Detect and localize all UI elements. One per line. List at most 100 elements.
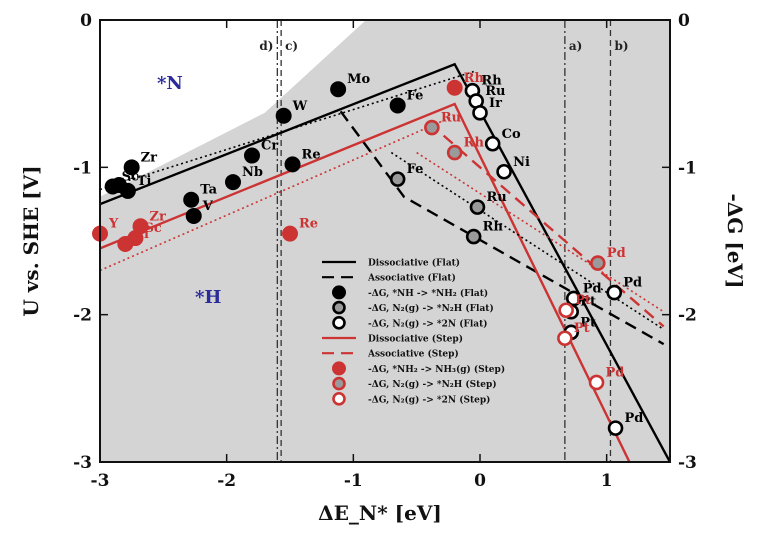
data-point	[225, 174, 241, 191]
point-label: Zr	[141, 150, 157, 165]
point-label: V	[202, 199, 214, 214]
legend-entry-label: Dissociative (Flat)	[368, 258, 460, 269]
x-tick-label: -3	[91, 471, 110, 491]
plot-background-white-wedge	[100, 20, 366, 197]
y-axis-title-left: U vs. SHE [V]	[19, 165, 43, 316]
data-point	[469, 199, 486, 215]
point-label: Pt	[580, 295, 596, 310]
data-point	[589, 255, 606, 271]
point-label: Ta	[200, 183, 217, 198]
point-label: Fe	[407, 162, 424, 177]
x-tick-label: -2	[217, 471, 236, 491]
vertical-line-label: b)	[614, 39, 628, 53]
point-label: Rh	[464, 136, 485, 151]
point-label: Ru	[486, 190, 506, 205]
vertical-line-label: c)	[285, 39, 298, 53]
plot-frame	[99, 19, 671, 463]
y-tick-label-right: -1	[678, 158, 697, 178]
data-point	[484, 135, 501, 152]
data-points-layer	[92, 79, 624, 436]
data-point	[185, 207, 202, 224]
point-label: Ni	[513, 155, 530, 170]
point-label: Pd	[623, 276, 642, 291]
x-tick-label: 1	[601, 471, 613, 491]
point-label: Cr	[261, 139, 278, 154]
data-point	[330, 81, 347, 98]
y-axis-title-right: -ΔG [eV]	[723, 193, 747, 288]
axes-layer: -3 -2 -1 0 1 0 -1 -2 -3 0 -1 -2 -3 ΔE_N* [eV] U vs. SH…	[19, 11, 747, 525]
legend-entry-label: Associative (Flat)	[367, 273, 456, 284]
x-axis-title: ΔE_N* [eV]	[318, 501, 442, 525]
point-label: Nb	[242, 165, 263, 180]
data-point	[424, 119, 440, 136]
legend-entry-label: -ΔG, *NH -> *NH₂ (Flat)	[368, 288, 488, 299]
data-point	[332, 391, 346, 406]
point-label: Y	[108, 217, 119, 232]
point-label: Rh	[483, 220, 504, 235]
data-point	[472, 105, 488, 121]
point-label: Ir	[489, 96, 502, 111]
data-point	[332, 361, 346, 376]
trend-line	[100, 62, 670, 462]
data-point	[389, 97, 406, 114]
point-label: Sc	[144, 221, 161, 236]
y-tick-label-left: -2	[73, 306, 92, 326]
y-tick-label-left: -1	[73, 158, 92, 178]
trend-line	[428, 122, 665, 328]
point-label: Pd	[583, 281, 602, 296]
data-point	[496, 163, 512, 180]
y-tick-label-left: -3	[73, 453, 92, 473]
point-label: Ti	[137, 174, 152, 189]
point-label: Mo	[347, 72, 370, 87]
point-label: Rh	[481, 74, 502, 89]
data-point	[558, 302, 574, 319]
point-label: Re	[299, 217, 318, 232]
y-tick-label-right: 0	[678, 11, 690, 31]
data-point	[275, 107, 292, 124]
data-point	[244, 147, 260, 164]
point-label: Rh	[464, 71, 485, 86]
data-point	[557, 330, 573, 347]
data-point	[123, 159, 140, 176]
point-label: Pd	[625, 411, 644, 426]
point-label: Pt	[580, 315, 596, 330]
point-label: Fe	[407, 88, 424, 103]
legend-entry-label: -ΔG, N₂(g) -> *N₂H (Flat)	[368, 303, 494, 314]
legend-entry-label: -ΔG, *NH₂ -> NH₃(g) (Step)	[368, 364, 505, 375]
x-tick-label: 0	[474, 471, 486, 491]
legend: Dissociative (Flat) Associative (Flat) -ΔG…	[322, 258, 505, 406]
legend-entry-label: -ΔG, N₂(g) -> *N₂H (Step)	[368, 379, 497, 390]
region-labels-layer: *N *H	[157, 73, 221, 308]
data-point	[183, 191, 200, 208]
data-point	[119, 182, 136, 199]
trend-line	[416, 151, 665, 313]
point-label: Sc	[122, 169, 139, 184]
point-label: Re	[302, 147, 321, 162]
data-point	[389, 171, 406, 187]
region-label-n: *N	[157, 73, 183, 94]
data-point	[332, 315, 346, 330]
point-label: Y	[127, 168, 138, 183]
y-tick-label-left: 0	[80, 11, 92, 31]
shaded-region-layer	[100, 20, 670, 462]
point-label: Ti	[134, 227, 149, 242]
legend-entry-label: -ΔG, N₂(g) -> *2N (Step)	[368, 394, 490, 405]
data-point	[282, 225, 298, 242]
data-point	[284, 156, 301, 173]
data-point	[588, 374, 605, 391]
point-label: W	[292, 99, 308, 114]
y-tick-label-right: -3	[678, 453, 697, 473]
legend-entry-label: -ΔG, N₂(g) -> *2N (Flat)	[368, 318, 488, 329]
data-point	[446, 79, 463, 96]
y-tick-label-right: -2	[678, 306, 697, 326]
point-label: Ru	[485, 84, 505, 99]
point-label: Pt	[575, 293, 591, 308]
point-label: Co	[502, 127, 521, 142]
point-label: Pd	[607, 246, 626, 261]
legend-entry-label: Dissociative (Step)	[368, 334, 463, 345]
data-point	[332, 376, 346, 391]
vertical-line-label: a)	[569, 39, 582, 53]
point-label: Pd	[606, 365, 625, 380]
